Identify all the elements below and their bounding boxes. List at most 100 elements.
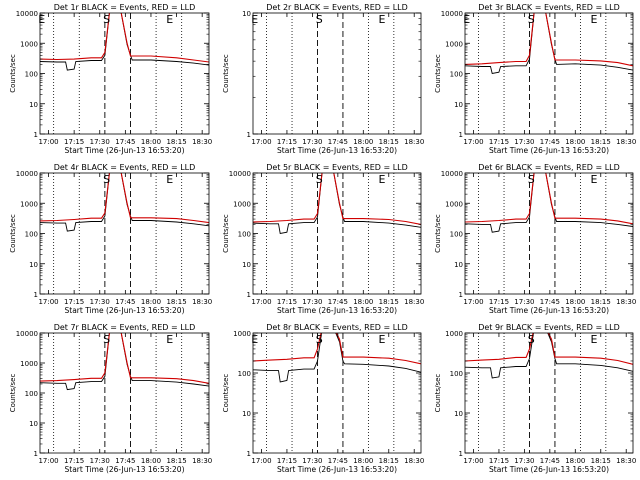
x-tick-label: 17:00 [251, 138, 271, 146]
x-tick-label: 17:30 [90, 298, 110, 306]
x-tick-label: 17:00 [38, 298, 58, 306]
lld-series-line [465, 13, 633, 67]
y-tick-label: 10 [454, 410, 463, 418]
x-tick-label: 17:15 [277, 457, 297, 465]
y-axis-label: Counts/sec [434, 214, 442, 253]
panel-title: Det 7r BLACK = Events, RED = LLD [54, 323, 196, 332]
y-axis-label: Counts/sec [9, 374, 17, 413]
x-tick-label: 18:30 [616, 457, 636, 465]
x-tick-label: 17:00 [38, 457, 58, 465]
x-tick-label: 17:30 [90, 457, 110, 465]
y-tick-label: 10 [29, 101, 38, 109]
x-tick-label: 18:30 [192, 457, 212, 465]
x-tick-label: 17:15 [277, 298, 297, 306]
y-axis-label: Counts/sec [222, 374, 230, 413]
x-tick-label: 18:00 [141, 457, 161, 465]
x-tick-label: 18:00 [141, 298, 161, 306]
y-tick-label: 1 [247, 450, 251, 458]
marker-label: E [251, 333, 258, 346]
lld-series-line [465, 333, 633, 365]
y-axis-label: Counts/sec [222, 214, 230, 253]
lld-series-line [40, 173, 209, 224]
x-tick-label: 17:00 [251, 298, 271, 306]
x-axis-label: Start Time (26-Jun-13 16:53:20) [65, 465, 185, 474]
x-axis-label: Start Time (26-Jun-13 16:53:20) [489, 465, 609, 474]
y-tick-label: 100 [238, 370, 251, 378]
x-tick-label: 18:00 [565, 457, 585, 465]
y-tick-label: 1 [34, 450, 38, 458]
x-tick-label: 18:00 [353, 298, 373, 306]
y-tick-label: 100 [450, 231, 463, 239]
y-tick-label: 1000 [233, 200, 251, 208]
y-tick-label: 1 [247, 291, 251, 299]
x-axis-label: Start Time (26-Jun-13 16:53:20) [65, 306, 185, 315]
lld-series-line [253, 173, 421, 225]
plot-area [40, 333, 209, 453]
x-tick-label: 18:30 [616, 138, 636, 146]
x-tick-label: 17:30 [302, 138, 322, 146]
marker-label: S [528, 333, 535, 346]
x-tick-label: 17:15 [489, 298, 509, 306]
plot-area [465, 173, 633, 294]
y-tick-label: 1000 [20, 200, 38, 208]
panel-title: Det 5r BLACK = Events, RED = LLD [266, 163, 408, 172]
events-series-line [465, 333, 633, 379]
x-axis-label: Start Time (26-Jun-13 16:53:20) [277, 465, 397, 474]
marker-label: E [590, 333, 597, 346]
lld-series-line [253, 333, 421, 365]
x-tick-label: 18:30 [192, 138, 212, 146]
events-series-line [253, 173, 421, 235]
y-tick-label: 1 [34, 291, 38, 299]
x-axis-label: Start Time (26-Jun-13 16:53:20) [277, 306, 397, 315]
x-axis-label: Start Time (26-Jun-13 16:53:20) [277, 146, 397, 155]
panel-title: Det 4r BLACK = Events, RED = LLD [54, 163, 196, 172]
panel-title: Det 1r BLACK = Events, RED = LLD [54, 3, 196, 12]
plot-area [40, 173, 209, 294]
plot-frame [464, 332, 634, 454]
y-axis-label: Counts/sec [222, 54, 230, 93]
x-tick-label: 17:30 [90, 138, 110, 146]
marker-label: S [316, 13, 323, 26]
y-tick-label: 10 [242, 261, 251, 269]
y-tick-label: 10 [242, 410, 251, 418]
y-tick-label: 10 [29, 261, 38, 269]
plot-area [465, 333, 633, 453]
y-tick-label: 1000 [20, 40, 38, 48]
x-tick-label: 17:45 [328, 298, 348, 306]
y-tick-label: 10000 [229, 170, 251, 178]
marker-label: E [590, 13, 597, 26]
x-tick-label: 18:00 [565, 298, 585, 306]
y-tick-label: 10000 [16, 10, 38, 18]
plot-frame [252, 12, 422, 135]
x-tick-label: 17:45 [540, 457, 560, 465]
y-tick-label: 1 [459, 450, 463, 458]
x-tick-label: 17:00 [38, 138, 58, 146]
marker-label: E [378, 13, 385, 26]
x-tick-label: 17:15 [64, 457, 84, 465]
x-tick-label: 17:45 [328, 457, 348, 465]
x-tick-label: 17:00 [463, 138, 483, 146]
panel-title: Det 9r BLACK = Events, RED = LLD [478, 323, 620, 332]
plot-frame [252, 332, 422, 454]
panel-title: Det 2r BLACK = Events, RED = LLD [266, 3, 408, 12]
x-tick-label: 18:15 [591, 457, 611, 465]
y-tick-label: 10000 [16, 330, 38, 338]
x-tick-label: 17:45 [115, 138, 135, 146]
x-tick-label: 17:15 [489, 457, 509, 465]
x-tick-label: 18:15 [379, 298, 399, 306]
y-tick-label: 100 [25, 231, 38, 239]
x-tick-label: 17:45 [540, 138, 560, 146]
x-tick-label: 17:30 [514, 298, 534, 306]
y-axis-label: Counts/sec [434, 374, 442, 413]
y-tick-label: 10 [454, 101, 463, 109]
events-series-line [40, 13, 209, 71]
x-tick-label: 17:00 [463, 298, 483, 306]
marker-label: S [528, 13, 535, 26]
y-tick-label: 10 [29, 420, 38, 428]
x-tick-label: 18:15 [379, 457, 399, 465]
marker-label: S [316, 333, 323, 346]
